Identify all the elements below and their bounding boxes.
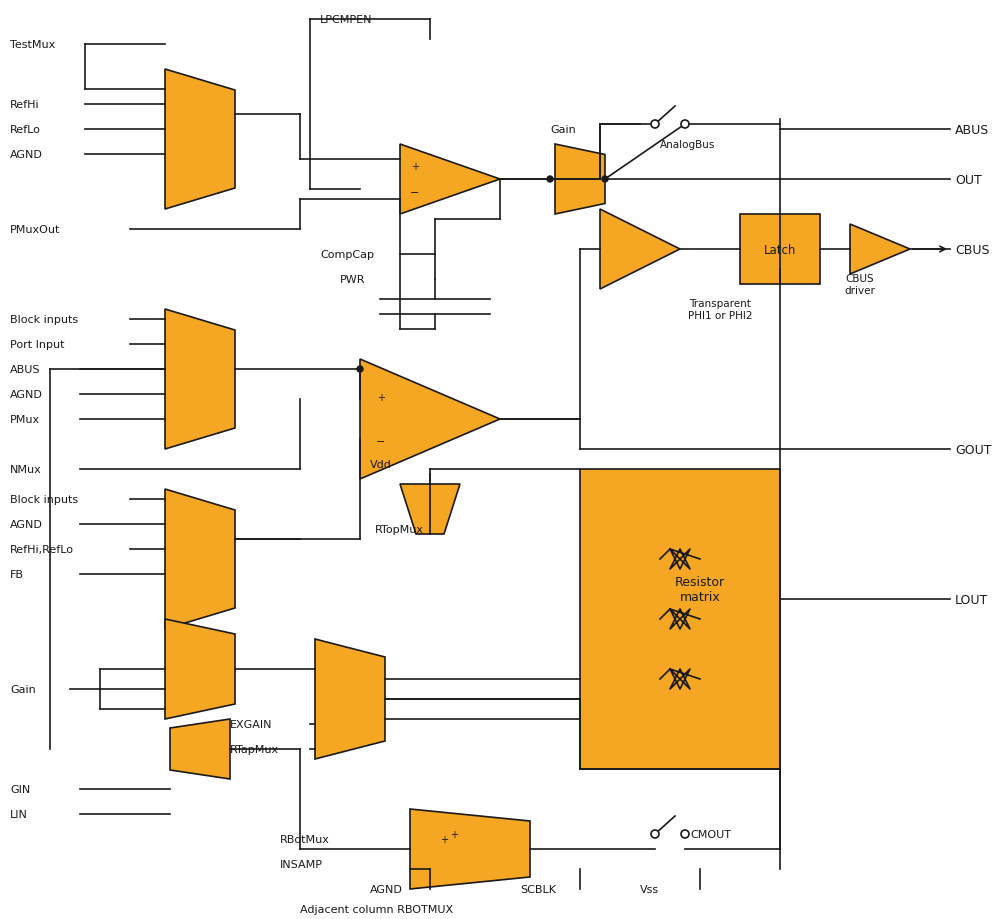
Circle shape <box>681 830 689 838</box>
Text: Vdd: Vdd <box>370 460 392 470</box>
Text: −: − <box>376 437 386 446</box>
Circle shape <box>547 176 553 183</box>
Text: SCBLK: SCBLK <box>520 884 556 894</box>
Text: RTapMux: RTapMux <box>230 744 279 754</box>
Text: AGND: AGND <box>10 519 43 529</box>
Text: LOUT: LOUT <box>955 593 988 606</box>
Text: Gain: Gain <box>10 685 36 694</box>
Text: EXGAIN: EXGAIN <box>230 720 273 729</box>
Text: NMux: NMux <box>10 464 42 474</box>
Text: GOUT: GOUT <box>955 443 992 456</box>
Polygon shape <box>165 70 235 210</box>
Polygon shape <box>165 490 235 630</box>
Text: Block inputs: Block inputs <box>10 494 78 505</box>
Text: +: + <box>377 393 385 403</box>
Text: CompCap: CompCap <box>320 250 374 260</box>
Polygon shape <box>165 619 235 720</box>
Text: PMux: PMux <box>10 414 40 425</box>
Text: Transparent
PHI1 or PHI2: Transparent PHI1 or PHI2 <box>688 299 752 321</box>
Text: RefHi: RefHi <box>10 100 40 110</box>
Text: RBotMux: RBotMux <box>280 834 330 844</box>
Text: CBUS: CBUS <box>955 244 990 256</box>
Text: LIN: LIN <box>10 809 28 819</box>
Polygon shape <box>555 145 605 215</box>
Text: +: + <box>450 829 458 839</box>
Text: LPCMPEN: LPCMPEN <box>320 15 373 25</box>
Text: OUT: OUT <box>955 174 982 187</box>
Text: +: + <box>440 834 448 844</box>
Circle shape <box>357 367 363 372</box>
Text: AnalogBus: AnalogBus <box>660 140 715 150</box>
Polygon shape <box>400 484 460 535</box>
Circle shape <box>602 176 608 183</box>
Text: Vss: Vss <box>640 884 659 894</box>
FancyBboxPatch shape <box>740 215 820 285</box>
Polygon shape <box>410 809 530 889</box>
Text: RefLo: RefLo <box>10 125 41 135</box>
Text: Resistor
matrix: Resistor matrix <box>675 575 725 604</box>
FancyBboxPatch shape <box>580 470 780 769</box>
Text: ABUS: ABUS <box>10 365 41 375</box>
Text: −: − <box>410 187 420 198</box>
Text: AGND: AGND <box>370 884 403 894</box>
Polygon shape <box>315 640 385 759</box>
Polygon shape <box>400 145 500 215</box>
Polygon shape <box>600 210 680 289</box>
Text: GIN: GIN <box>10 784 30 794</box>
Text: AGND: AGND <box>10 150 43 160</box>
Text: Port Input: Port Input <box>10 340 65 349</box>
Text: CBUS
driver: CBUS driver <box>845 274 875 296</box>
Text: TestMux: TestMux <box>10 40 55 50</box>
Polygon shape <box>850 225 910 275</box>
Text: Gain: Gain <box>550 125 576 135</box>
Polygon shape <box>165 310 235 449</box>
Text: AGND: AGND <box>10 390 43 400</box>
Text: RefHi,RefLo: RefHi,RefLo <box>10 544 74 554</box>
Text: INSAMP: INSAMP <box>280 859 323 869</box>
Text: PWR: PWR <box>340 275 366 285</box>
Text: ABUS: ABUS <box>955 123 989 136</box>
Circle shape <box>651 830 659 838</box>
Text: Block inputs: Block inputs <box>10 314 78 324</box>
Circle shape <box>681 121 689 129</box>
Text: +: + <box>411 163 419 172</box>
Circle shape <box>651 121 659 129</box>
Text: Adjacent column RBOTMUX: Adjacent column RBOTMUX <box>300 904 453 914</box>
Polygon shape <box>360 359 500 480</box>
Text: CMOUT: CMOUT <box>690 829 731 839</box>
Text: Latch: Latch <box>764 244 796 256</box>
Text: PMuxOut: PMuxOut <box>10 225 60 234</box>
Polygon shape <box>170 720 230 779</box>
Text: RTopMux: RTopMux <box>375 525 424 535</box>
Text: FB: FB <box>10 570 24 579</box>
